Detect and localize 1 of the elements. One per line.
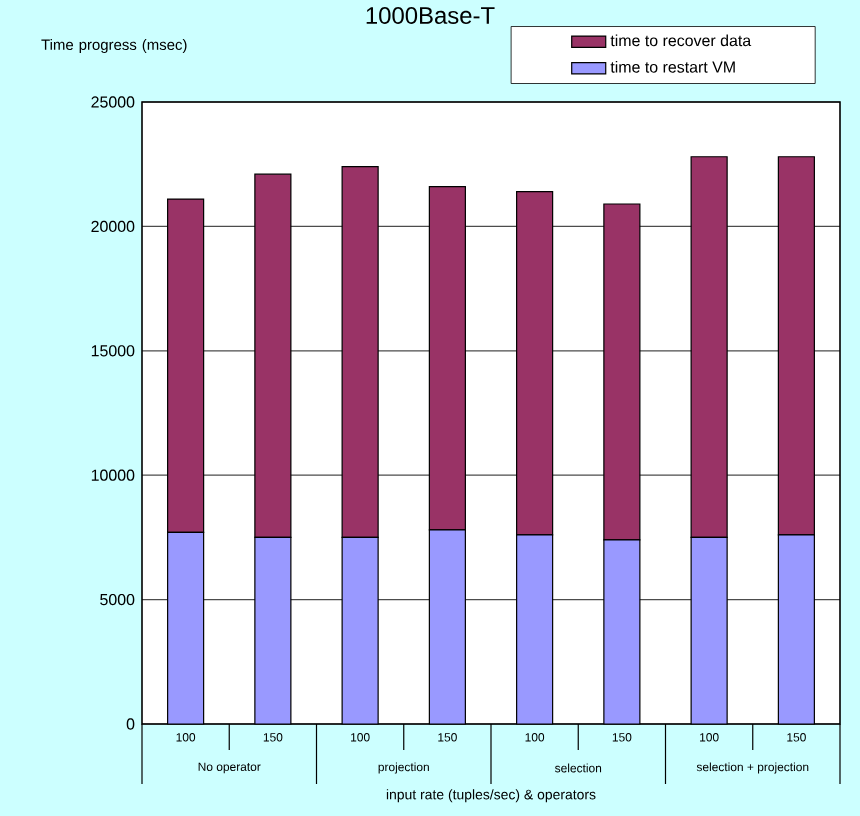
chart-title: 1000Base-T — [366, 7, 495, 24]
